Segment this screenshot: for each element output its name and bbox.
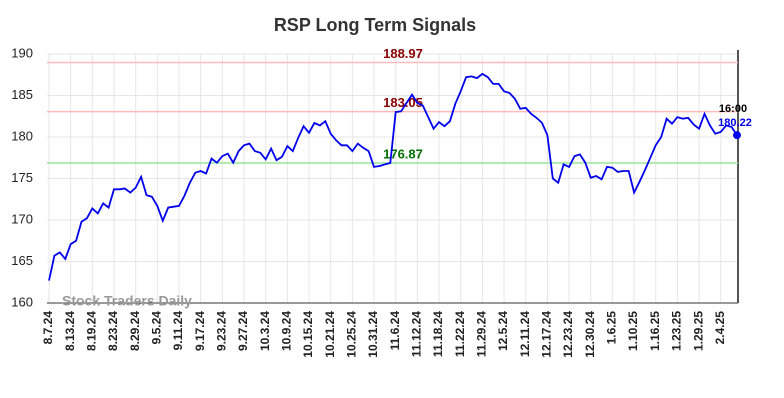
x-tick-label: 8.29.24 [128,311,142,351]
price-line [48,72,738,281]
x-tick-label: 12.11.24 [518,311,532,357]
x-tick-label: 1.10.25 [626,311,640,351]
x-tick-label: 10.21.24 [323,311,337,358]
signal-label: 188.97 [383,46,423,61]
x-tick-label: 11.12.24 [410,311,424,357]
x-tick-label: 8.23.24 [106,311,120,351]
y-tick-label: 175 [11,170,33,185]
x-tick-label: 8.7.24 [41,311,55,345]
x-tick-label: 10.25.24 [345,311,359,358]
x-tick-label: 9.23.24 [215,311,229,351]
x-tick-label: 2.4.25 [713,311,727,345]
x-tick-label: 12.17.24 [540,311,554,358]
y-tick-label: 190 [11,45,33,60]
last-value: 180.22 [718,117,752,129]
x-tick-label: 9.27.24 [236,311,250,351]
x-tick-label: 10.3.24 [258,311,272,351]
chart-title: RSP Long Term Signals [274,15,476,35]
signal-label: 176.87 [383,146,423,161]
last-point [733,131,741,140]
x-tick-label: 10.9.24 [280,311,294,351]
last-time: 16:00 [719,103,747,115]
x-tick-label: 1.16.25 [648,311,662,351]
y-tick-label: 165 [11,253,33,268]
y-tick-label: 170 [11,211,33,226]
x-tick-label: 1.23.25 [670,311,684,351]
x-tick-label: 10.31.24 [366,311,380,358]
x-tick-label: 1.29.25 [691,311,705,351]
y-tick-label: 180 [11,128,33,143]
y-tick-label: 160 [11,294,33,309]
signal-label: 183.05 [383,95,423,110]
x-tick-label: 11.18.24 [431,311,445,357]
x-tick-label: 12.23.24 [561,311,575,358]
x-tick-label: 9.11.24 [171,311,185,351]
x-tick-label: 9.17.24 [193,311,207,351]
x-tick-label: 10.15.24 [301,311,315,358]
x-tick-label: 11.6.24 [388,311,402,351]
x-tick-label: 8.19.24 [85,311,99,351]
y-tick-label: 185 [11,87,33,102]
x-tick-label: 9.5.24 [150,311,164,345]
watermark: Stock Traders Daily [62,293,192,309]
x-tick-label: 12.30.24 [583,311,597,358]
x-tick-label: 1.6.25 [605,311,619,345]
x-tick-label: 11.29.24 [475,311,489,357]
x-tick-label: 11.22.24 [453,311,467,357]
x-tick-label: 8.13.24 [63,311,77,351]
x-tick-label: 12.5.24 [496,311,510,351]
